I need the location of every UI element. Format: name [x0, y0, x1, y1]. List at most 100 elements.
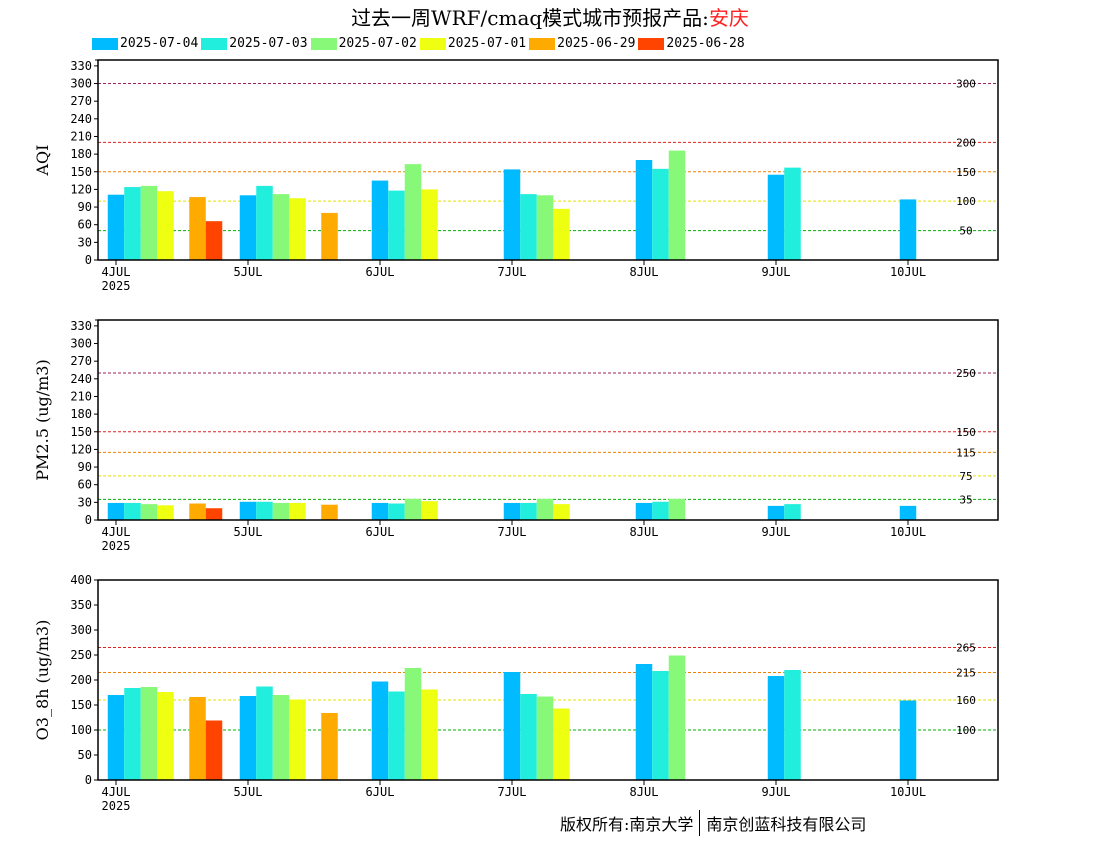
x-tick-label: 7JUL: [498, 785, 527, 799]
bar: [140, 687, 158, 780]
y-tick-label: 120: [70, 182, 92, 196]
bar: [553, 708, 570, 780]
y-tick-label: 180: [70, 147, 92, 161]
plot-frame: [97, 59, 999, 261]
bar: [388, 691, 405, 780]
x-tick-label: 9JUL: [762, 785, 791, 799]
bar: [767, 505, 785, 520]
y-tick-label: 330: [70, 319, 92, 333]
title-prefix: 过去一周WRF/cmaq模式城市预报产品:: [351, 6, 709, 30]
bar: [784, 504, 801, 520]
bar: [371, 681, 389, 780]
threshold-label: 35: [959, 493, 972, 506]
threshold-label: 265: [956, 642, 976, 655]
legend-label: 2025-07-01: [447, 36, 527, 51]
threshold-label: 160: [956, 694, 976, 707]
threshold-label: 200: [956, 136, 976, 149]
bar: [503, 502, 521, 520]
bar: [256, 501, 273, 520]
y-tick-label: 150: [70, 165, 92, 179]
bar: [107, 502, 125, 520]
bar: [388, 190, 405, 260]
bar: [421, 501, 438, 520]
bar: [124, 187, 141, 260]
legend-swatch: [419, 37, 446, 50]
bar: [205, 508, 223, 520]
bar: [189, 503, 206, 520]
bar: [289, 502, 306, 520]
legend-swatch: [638, 37, 665, 50]
y-tick-label: 240: [70, 372, 92, 386]
y-tick-label: 150: [70, 425, 92, 439]
bar: [668, 655, 686, 780]
bar: [635, 502, 653, 520]
y-tick-label: 120: [70, 442, 92, 456]
bar: [371, 180, 389, 260]
bar: [520, 194, 537, 260]
bar: [205, 221, 223, 260]
threshold-label: 75: [959, 470, 972, 483]
y-tick-label: 90: [78, 460, 92, 474]
y-axis-label: O3_8h (ug/m3): [33, 620, 52, 741]
legend-swatch: [310, 37, 337, 50]
bar: [289, 198, 306, 260]
bar: [124, 688, 141, 780]
threshold-label: 300: [956, 78, 976, 91]
bar: [536, 498, 554, 520]
y-tick-label: 30: [78, 235, 92, 249]
x-tick-label: 5JUL: [234, 785, 263, 799]
bar: [289, 699, 306, 780]
bar: [503, 169, 521, 260]
bar: [899, 700, 917, 780]
bar: [189, 197, 206, 260]
x-tick-label: 6JUL: [366, 525, 395, 539]
y-tick-label: 0: [85, 513, 92, 527]
x-tick-label: 8JUL: [630, 265, 659, 279]
x-tick-label: 4JUL: [102, 525, 131, 539]
bar: [553, 208, 570, 260]
bar: [784, 167, 801, 260]
bar: [205, 720, 223, 780]
legend-item: 2025-06-29: [529, 36, 635, 51]
footer-separator: [699, 810, 701, 836]
threshold-label: 115: [956, 446, 976, 459]
bar: [371, 502, 389, 520]
threshold-label: 150: [956, 166, 976, 179]
legend-item: 2025-07-01: [419, 36, 527, 51]
y-tick-label: 90: [78, 200, 92, 214]
legend-swatch: [201, 37, 228, 50]
x-tick-label: 7JUL: [498, 265, 527, 279]
bar: [899, 505, 917, 520]
bar: [256, 686, 273, 780]
threshold-label: 50: [959, 225, 972, 238]
y-tick-label: 210: [70, 389, 92, 403]
legend-item: 2025-06-28: [638, 36, 745, 51]
footer-right: 南京创蓝科技有限公司: [706, 815, 867, 834]
bar: [388, 503, 405, 520]
bar: [321, 713, 338, 780]
bar: [421, 689, 438, 780]
threshold-label: 100: [956, 724, 976, 737]
y-tick-label: 150: [70, 698, 92, 712]
y-tick-label: 210: [70, 129, 92, 143]
x-year-label: 2025: [102, 799, 131, 813]
x-tick-label: 10JUL: [890, 525, 926, 539]
y-tick-label: 180: [70, 407, 92, 421]
threshold-label: 215: [956, 667, 976, 680]
bar: [157, 191, 174, 260]
bar: [421, 189, 438, 260]
legend-item: 2025-07-03: [201, 36, 308, 51]
x-tick-label: 8JUL: [630, 785, 659, 799]
legend-label: 2025-07-02: [338, 36, 417, 51]
x-tick-label: 8JUL: [630, 525, 659, 539]
threshold-label: 250: [956, 367, 976, 380]
bar: [767, 676, 785, 780]
footer-left: 版权所有:南京大学: [560, 815, 694, 834]
x-tick-label: 5JUL: [234, 265, 263, 279]
bar: [256, 185, 273, 260]
bar: [553, 504, 570, 520]
x-year-label: 2025: [102, 539, 131, 553]
y-tick-label: 300: [70, 77, 92, 91]
y-tick-label: 250: [70, 648, 92, 662]
